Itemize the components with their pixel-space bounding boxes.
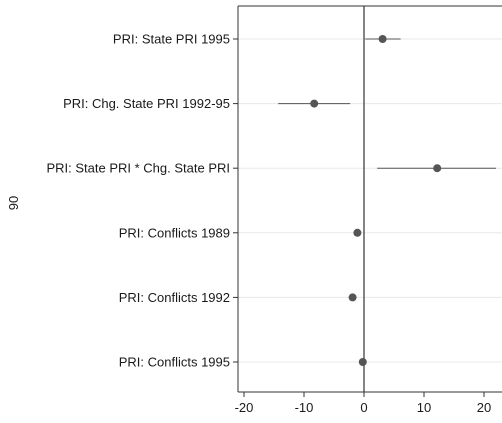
category-label: PRI: State PRI 1995 <box>113 32 230 47</box>
confidence-intervals <box>278 38 496 363</box>
gridlines <box>238 38 502 363</box>
category-label: PRI: Conflicts 1992 <box>119 290 230 305</box>
x-tick-label: 0 <box>360 400 367 415</box>
category-labels: PRI: State PRI 1995 PRI: Chg. State PRI 1… <box>46 32 230 370</box>
x-tick-label: 20 <box>477 400 491 415</box>
category-label: PRI: State PRI * Chg. State PRI <box>46 161 230 176</box>
x-tick-label: -10 <box>295 400 314 415</box>
category-label: PRI: Conflicts 1989 <box>119 225 230 240</box>
side-label: 90 <box>6 196 21 210</box>
point-estimate <box>353 228 362 237</box>
point-estimate <box>310 99 319 108</box>
x-tick-label: 10 <box>417 400 431 415</box>
point-estimate <box>378 35 387 43</box>
x-axis-ticks: -20 -10 0 10 20 <box>235 392 491 415</box>
point-estimate <box>433 164 442 173</box>
axes <box>233 5 502 393</box>
category-label: PRI: Conflicts 1995 <box>119 355 230 370</box>
point-estimates <box>310 35 442 366</box>
x-tick-label: -20 <box>235 400 254 415</box>
category-label: PRI: Chg. State PRI 1992-95 <box>63 96 230 111</box>
point-estimate <box>358 358 367 366</box>
point-estimate <box>348 293 357 302</box>
